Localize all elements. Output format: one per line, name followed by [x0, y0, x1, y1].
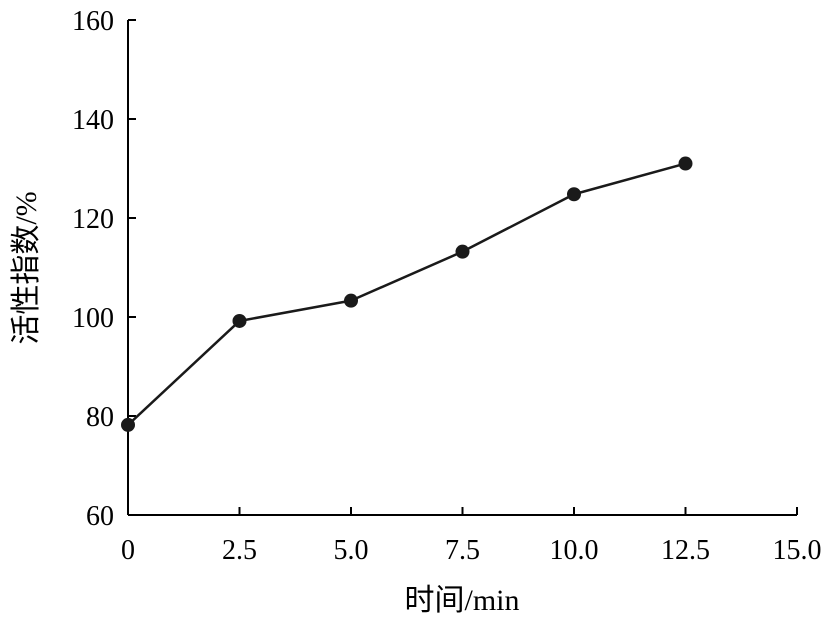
data-point [678, 156, 693, 171]
x-tick-label: 15.0 [773, 535, 822, 566]
y-tick-label: 80 [86, 402, 114, 433]
data-point [344, 293, 358, 308]
x-axis-title: 时间/min [404, 584, 519, 617]
y-tick-label: 60 [86, 501, 114, 532]
data-point [121, 417, 135, 432]
axes [127, 20, 797, 516]
x-tick-label: 10.0 [550, 535, 599, 566]
ticks: 60 80 100 120 140 160 0 2.5 5.0 7.5 10.0 12.5 15.0 [72, 6, 822, 566]
y-tick-label: 160 [72, 6, 114, 37]
y-axis-title: 活性指数/% [10, 191, 43, 344]
y-tick-label: 120 [72, 204, 114, 235]
data-point [232, 313, 247, 328]
x-tick-label: 0 [121, 535, 135, 566]
x-tick-label: 5.0 [334, 535, 369, 566]
x-tick-label: 7.5 [445, 535, 480, 566]
y-tick-label: 100 [72, 303, 114, 334]
series [121, 156, 693, 432]
x-tick-label: 2.5 [222, 535, 257, 566]
series-line [127, 162, 686, 426]
data-point [567, 187, 581, 202]
x-tick-label: 12.5 [661, 535, 710, 566]
data-point [455, 244, 470, 259]
y-tick-label: 140 [72, 105, 114, 136]
